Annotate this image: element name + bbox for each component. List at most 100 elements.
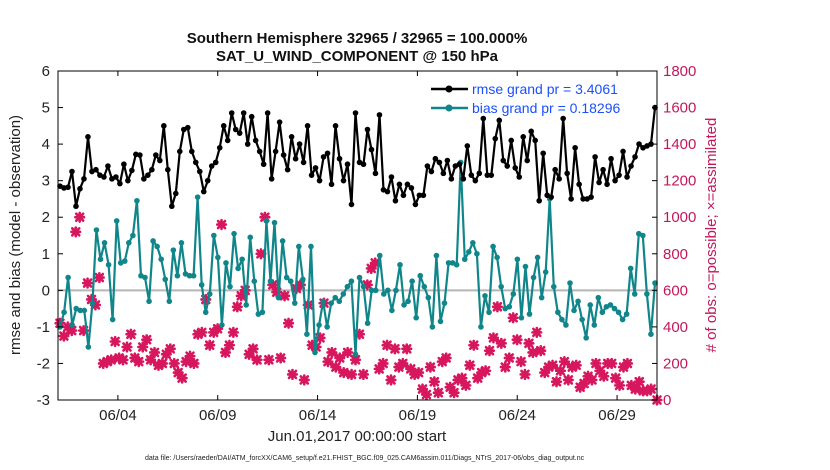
rmse-point (145, 172, 151, 178)
rmse-point (204, 177, 211, 184)
rmse-point (604, 181, 610, 188)
bias-point (591, 322, 598, 328)
bias-point (271, 219, 278, 226)
rmse-point (400, 192, 407, 199)
rmse-point (444, 157, 451, 164)
obs-marker (152, 359, 165, 371)
obs-marker (74, 211, 86, 223)
rmse-point (232, 126, 239, 133)
obs-marker (298, 374, 310, 386)
obs-marker (105, 354, 117, 366)
obs-marker (546, 359, 559, 371)
obs-marker (176, 372, 188, 384)
bias-point (381, 291, 387, 297)
obs-marker (507, 312, 519, 324)
obs-marker (334, 352, 346, 364)
rmse-point (244, 141, 251, 147)
rmse-point (296, 141, 303, 147)
bias-point (316, 322, 322, 328)
rmse-point (396, 181, 403, 188)
bias-point (470, 240, 476, 246)
obs-marker (464, 359, 476, 371)
bias-point (211, 232, 217, 239)
rmse-point (636, 141, 642, 147)
bias-point (259, 309, 266, 316)
y-right-tick-label: 1600 (663, 100, 696, 117)
bias-point (506, 303, 513, 310)
obs-marker (306, 339, 318, 351)
rmse-point (256, 148, 263, 155)
bias-point (279, 238, 286, 244)
obs-marker (235, 290, 247, 302)
rmse-point (384, 188, 391, 195)
rmse-point (424, 163, 431, 169)
rmse-point (85, 134, 91, 140)
obs-marker (322, 356, 334, 368)
rmse-point (188, 148, 195, 155)
obs-marker (633, 376, 645, 388)
obs-marker (330, 361, 342, 373)
bias-point (397, 261, 403, 268)
bias-point (631, 291, 638, 297)
rmse-point (388, 174, 395, 180)
bias-point (619, 316, 626, 323)
rmse-point (137, 152, 143, 158)
rmse-point (105, 163, 111, 169)
rmse-point (364, 126, 371, 133)
rmse-point (596, 179, 602, 186)
bias-point (121, 258, 128, 264)
rmse-point (344, 161, 351, 168)
obs-marker (452, 374, 464, 386)
bias-point (583, 335, 589, 341)
bias-point (61, 309, 67, 316)
rmse-point (628, 163, 634, 169)
rmse-point (464, 143, 471, 149)
bias-point (429, 324, 436, 330)
bias-point (522, 263, 529, 270)
rmse-point (420, 192, 427, 199)
rmse-point (65, 184, 71, 191)
rmse-point (328, 181, 335, 188)
obs-marker (101, 356, 113, 368)
obs-marker (479, 365, 492, 377)
rmse-point (316, 177, 323, 184)
rmse-point (125, 177, 131, 184)
obs-marker (227, 326, 239, 338)
obs-marker (373, 363, 385, 375)
bias-point (486, 309, 492, 316)
rmse-point (208, 163, 215, 169)
y-axis-right-label: # of obs: o=possible; ×=assimilated (703, 118, 720, 353)
bias-point (433, 252, 440, 259)
rmse-point (113, 174, 119, 180)
bias-point (275, 294, 282, 301)
obs-marker (444, 381, 456, 393)
rmse-point (488, 172, 495, 178)
rmse-point (516, 174, 523, 180)
bias-point (105, 261, 112, 268)
rmse-point (608, 155, 614, 162)
obs-marker (385, 374, 397, 386)
rmse-point (648, 141, 654, 147)
obs-marker (89, 299, 102, 311)
rmse-point (568, 196, 574, 202)
obs-marker (219, 346, 232, 359)
y-tick-label: 6 (42, 63, 50, 80)
y-tick-label: -3 (37, 392, 50, 409)
obs-marker (231, 301, 243, 313)
bias-point (126, 240, 132, 246)
rmse-point (348, 201, 355, 208)
obs-marker (641, 385, 653, 397)
bias-point (231, 230, 237, 237)
bias-point (308, 243, 314, 250)
rmse-point (200, 188, 207, 195)
bias-point (474, 250, 480, 257)
x-tick-label: 06/14 (299, 407, 337, 424)
rmse-point (240, 110, 247, 116)
obs-marker (160, 348, 172, 360)
bias-point (267, 278, 274, 284)
rmse-point (184, 124, 191, 131)
rmse-point (476, 170, 483, 177)
obs-marker (503, 352, 515, 364)
bias-line (58, 161, 657, 356)
bias-point (263, 218, 270, 224)
